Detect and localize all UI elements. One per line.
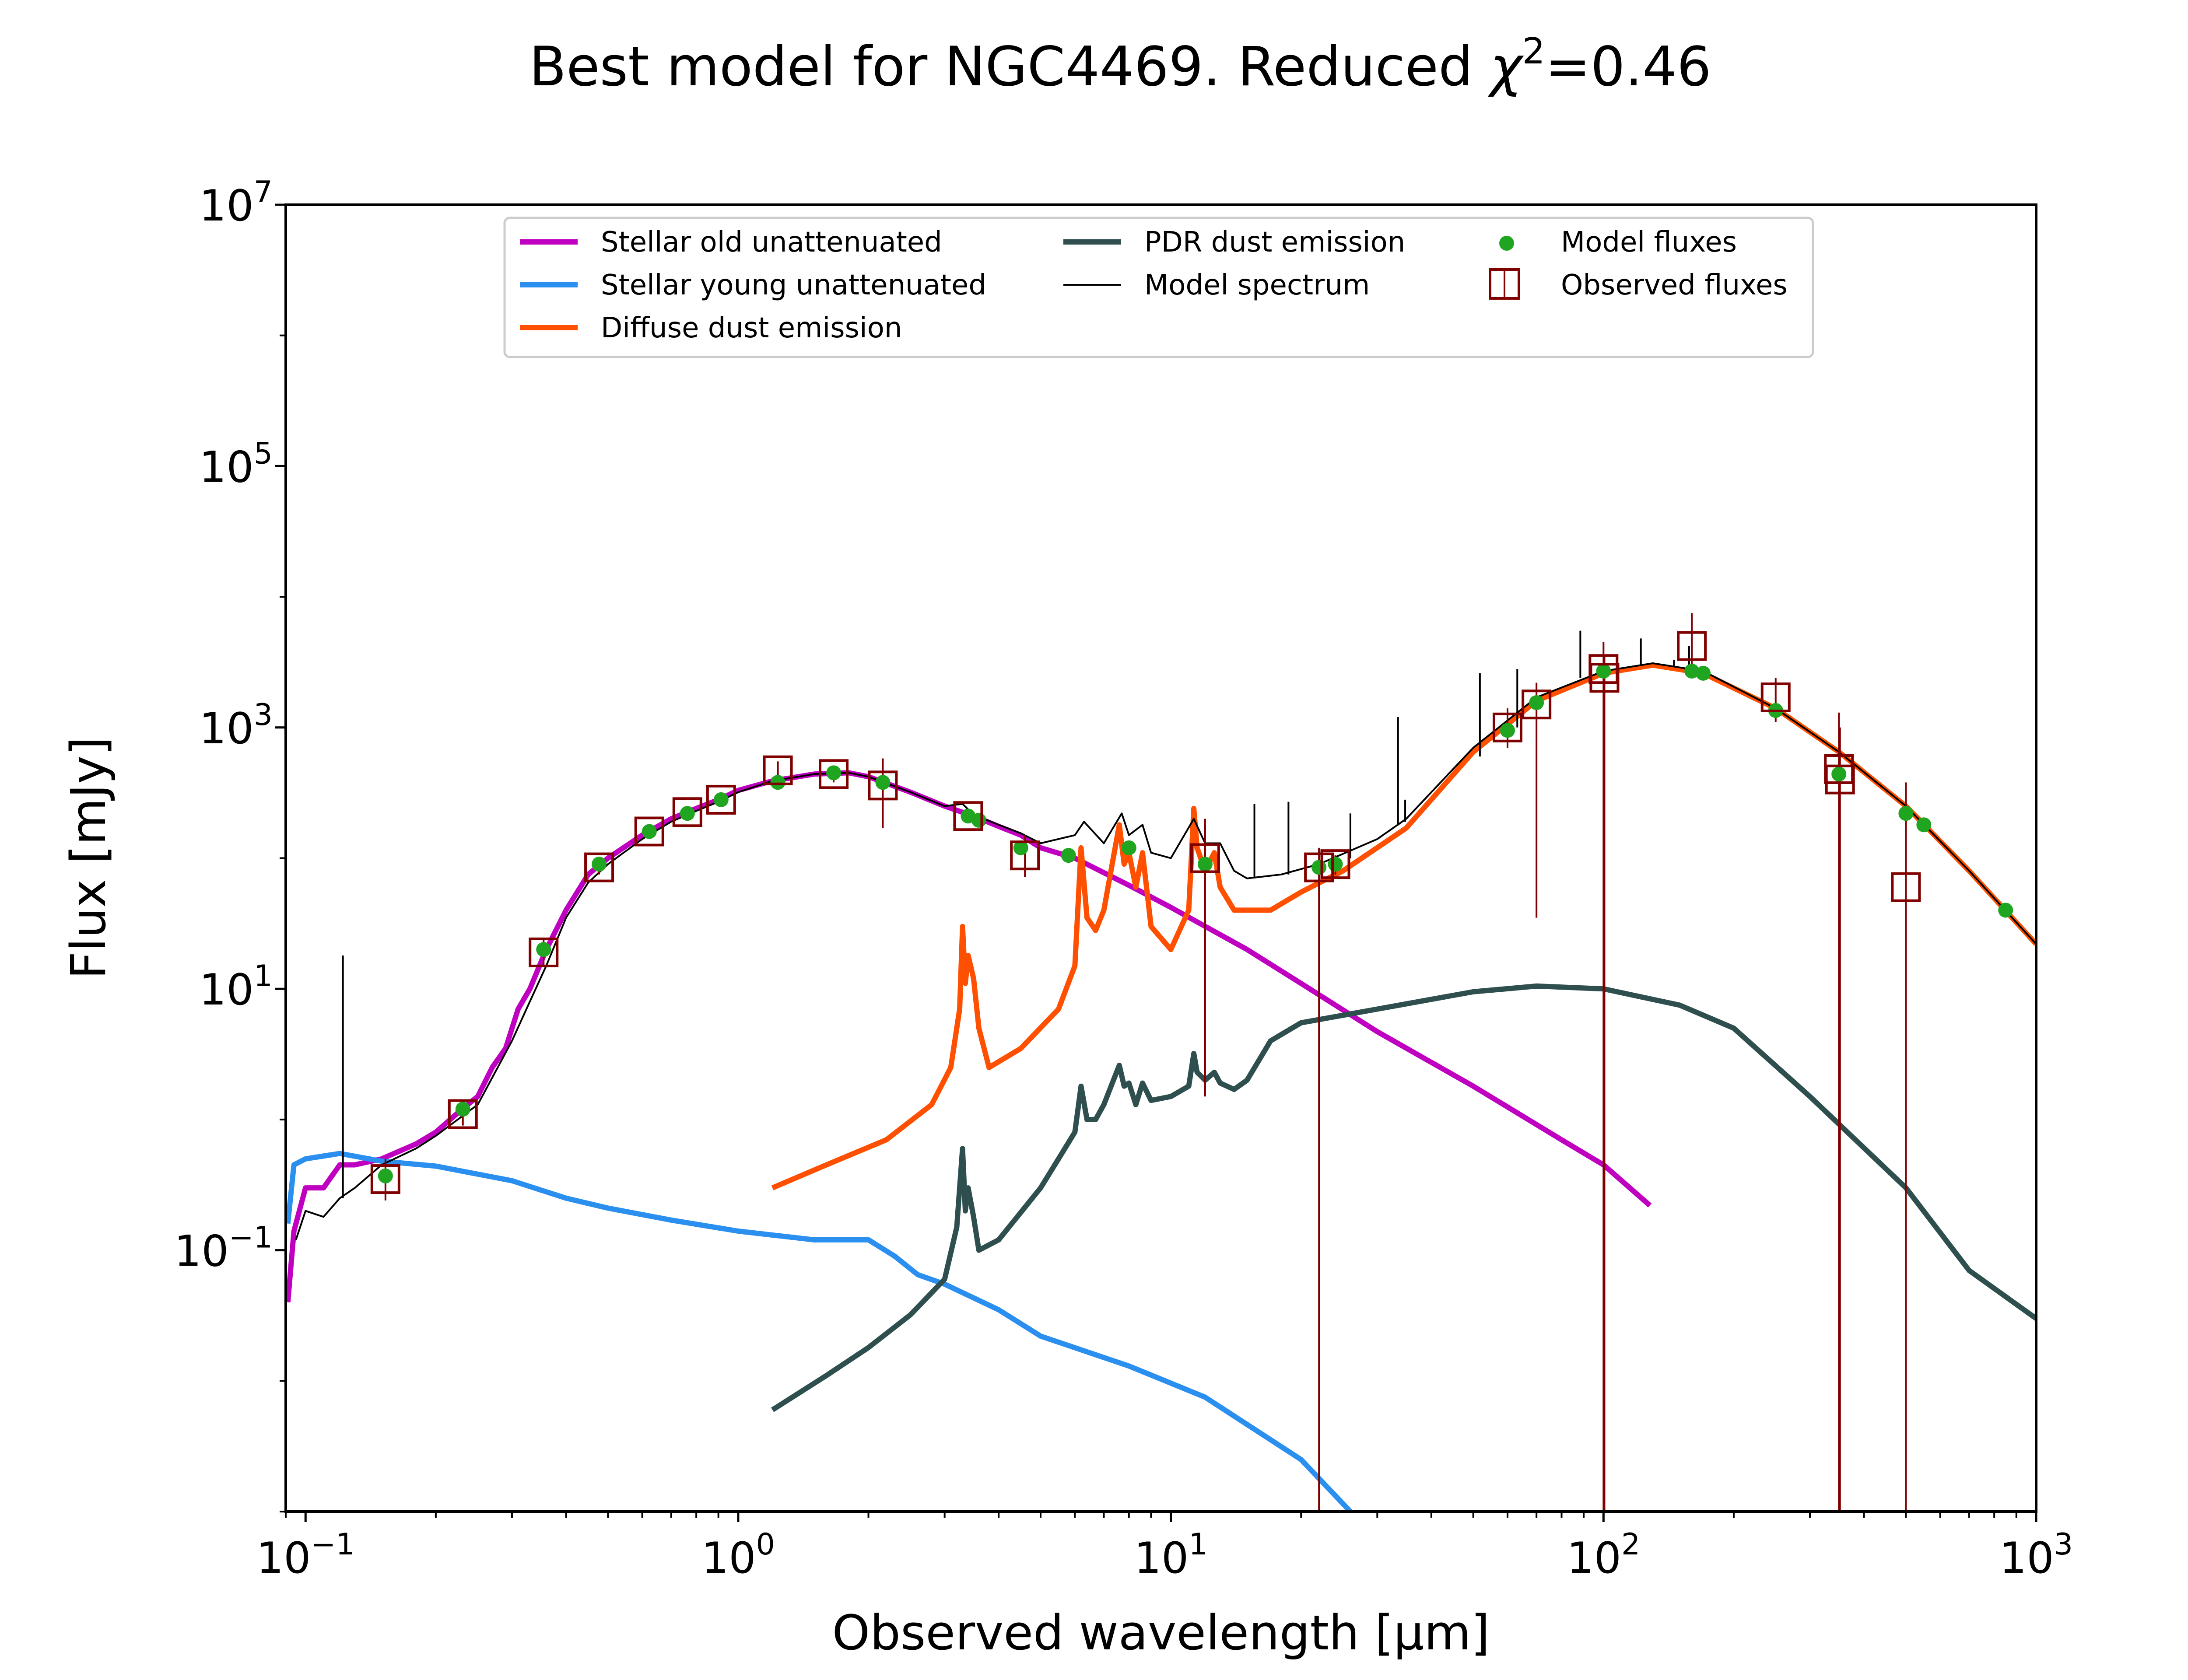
model-flux-point <box>713 792 729 807</box>
y-tick-label: 105 <box>199 436 273 492</box>
y-tick-label: 103 <box>199 698 273 754</box>
model-flux-point <box>1328 857 1343 872</box>
y-axis-label: Flux [mJy] <box>60 737 116 979</box>
markers-layer <box>370 613 2013 1512</box>
observed-flux-marker <box>1891 872 1921 902</box>
model-flux-point <box>455 1102 470 1117</box>
y-tick-label: 107 <box>199 175 273 231</box>
legend-swatch-model-fluxes <box>1499 236 1514 251</box>
model-flux-point <box>680 806 695 821</box>
observed-flux-marker <box>584 852 614 882</box>
model-flux-point <box>1998 903 2013 918</box>
model-flux-point <box>378 1168 393 1183</box>
x-axis-label: Observed wavelength [μm] <box>832 1605 1490 1661</box>
legend-label-model-spectrum: Model spectrum <box>1144 269 1370 301</box>
observed-flux-marker <box>1320 849 1350 879</box>
x-tick-label: 10−1 <box>256 1527 355 1583</box>
axis-ticks: 10−1 100 101 102 103 10−1 101 103 105 107 <box>174 175 2073 1583</box>
model-flux-point <box>1696 665 1711 681</box>
model-flux-point <box>826 765 842 780</box>
y-tick-label: 10−1 <box>174 1221 273 1277</box>
model-flux-point <box>1121 840 1136 855</box>
observed-flux-marker <box>1522 690 1552 720</box>
chart-title-sup: 2 <box>1522 31 1545 72</box>
model-flux-point <box>1916 817 1932 833</box>
model-flux-point <box>642 824 657 839</box>
model-flux-point <box>1898 806 1914 821</box>
observed-flux-marker <box>1304 852 1334 882</box>
observed-flux-marker <box>634 816 664 847</box>
model-flux-point <box>1311 860 1327 875</box>
x-tick-label: 100 <box>701 1527 775 1583</box>
x-tick-label: 102 <box>1567 1527 1640 1583</box>
model-flux-point <box>1831 766 1847 782</box>
observed-flux-marker <box>1760 682 1791 712</box>
model-flux-point <box>971 812 986 828</box>
chart-title-prefix: Best model for NGC4469. Reduced <box>529 35 1490 98</box>
observed-flux-marker <box>1190 843 1220 873</box>
chart-title-chi: χ <box>1487 35 1524 98</box>
model-flux-point <box>592 857 607 872</box>
model-flux-point <box>1596 663 1611 679</box>
legend-label-diffuse-dust: Diffuse dust emission <box>601 312 902 344</box>
observed-flux-marker <box>672 797 702 827</box>
y-tick-label: 101 <box>199 959 273 1015</box>
observed-flux-marker <box>370 1164 400 1194</box>
model-flux-point <box>536 942 551 957</box>
observed-flux-marker <box>706 784 736 815</box>
legend-label-stellar-old: Stellar old unattenuated <box>601 226 942 259</box>
series-line-model-spectrum <box>295 662 2036 1240</box>
observed-flux-marker <box>1825 764 1855 794</box>
model-flux-point <box>1013 840 1028 855</box>
observed-flux-marker <box>819 759 849 789</box>
observed-flux-marker <box>1589 663 1620 693</box>
series-line-pdr-dust-emission <box>771 983 2036 1412</box>
model-flux-point <box>1061 848 1076 863</box>
model-flux-point <box>875 775 891 790</box>
observed-flux-marker <box>529 937 559 967</box>
legend-label-observed-fluxes: Observed fluxes <box>1561 269 1788 301</box>
legend-box <box>503 217 1814 358</box>
series-line-diffuse-dust-emission <box>771 662 2036 1190</box>
series-line-stellar-young-unattenuated <box>286 1151 1353 1512</box>
x-tick-label: 101 <box>1134 1527 1208 1583</box>
observed-flux-marker <box>868 770 898 801</box>
legend-label-pdr-dust: PDR dust emission <box>1144 226 1405 259</box>
legend: Stellar old unattenuated Stellar young u… <box>503 217 1814 358</box>
observed-flux-marker <box>1677 631 1707 661</box>
observed-flux-marker <box>1010 840 1040 871</box>
chart-title-suffix: =0.46 <box>1545 35 1711 98</box>
observed-flux-marker <box>953 801 983 831</box>
observed-flux-marker <box>763 755 793 785</box>
model-flux-point <box>1500 723 1515 738</box>
x-tick-label: 103 <box>1999 1527 2073 1583</box>
model-flux-point <box>1684 663 1700 679</box>
observed-flux-marker <box>448 1099 478 1129</box>
model-flux-point <box>1197 857 1213 872</box>
legend-label-stellar-young: Stellar young unattenuated <box>601 269 986 301</box>
legend-label-model-fluxes: Model fluxes <box>1561 226 1737 259</box>
observed-flux-marker <box>1492 712 1522 742</box>
model-flux-point <box>1529 695 1544 710</box>
chart-title: Best model for NGC4469. Reduced χ2=0.46 <box>529 31 1711 98</box>
model-flux-point <box>770 775 785 790</box>
